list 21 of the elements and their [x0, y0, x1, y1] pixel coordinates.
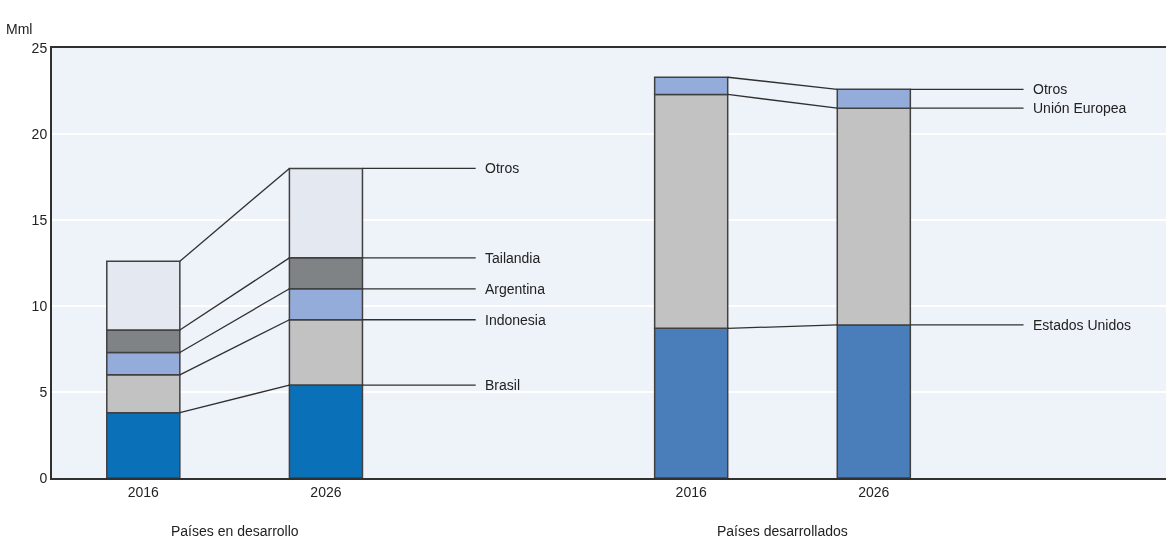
x-tick-label: 2016: [675, 483, 707, 500]
y-tick-label: 0: [39, 469, 48, 486]
text: Tailandia: [485, 250, 541, 266]
y-tick-label: 10: [31, 297, 48, 314]
y-tick-label: 15: [31, 211, 48, 228]
x-tick-label: 2026: [858, 483, 890, 500]
text: Unión Europea: [1033, 100, 1127, 116]
x-tick-label: 2026: [310, 483, 342, 500]
y-tick-label: 25: [31, 39, 48, 56]
text: Países desarrollados: [717, 523, 848, 536]
text: Indonesia: [485, 312, 546, 328]
x-tick-label: 2016: [127, 483, 160, 500]
text: Estados Unidos: [1033, 317, 1132, 333]
y-axis-title: Mml: [6, 21, 33, 37]
y-tick-label: 5: [39, 383, 48, 400]
text: Otros: [485, 160, 520, 176]
text: Países en desarrollo: [171, 523, 299, 536]
text: Argentina: [485, 281, 546, 297]
y-tick-label: 20: [31, 125, 48, 142]
text: Otros: [1033, 81, 1068, 97]
text: Brasil: [485, 377, 521, 393]
